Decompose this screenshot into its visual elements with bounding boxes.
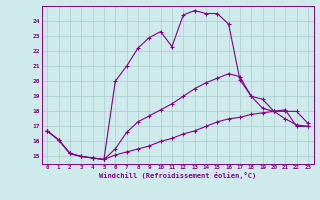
X-axis label: Windchill (Refroidissement éolien,°C): Windchill (Refroidissement éolien,°C) [99,172,256,179]
